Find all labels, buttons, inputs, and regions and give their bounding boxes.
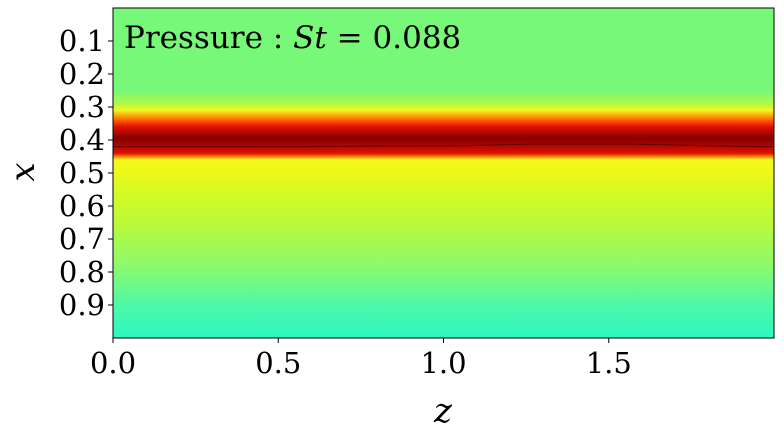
y-tick-label: 0.2 (59, 57, 105, 91)
x-tick-label: 0.0 (90, 346, 136, 380)
title-symbol: St (293, 20, 327, 56)
y-tick-label: 0.5 (59, 156, 105, 190)
y-tick-label: 0.4 (59, 123, 105, 157)
y-tick-label: 0.7 (59, 222, 105, 256)
chart-title: Pressure : St = 0.088 (124, 20, 461, 56)
plot-area (113, 8, 774, 338)
title-value: 0.088 (373, 20, 462, 56)
title-prefix: Pressure : (124, 20, 293, 56)
pressure-band-lower-edge (113, 143, 774, 148)
y-tick-label: 0.1 (59, 24, 105, 58)
x-axis-label: z (433, 391, 453, 431)
pressure-field (113, 8, 774, 338)
x-axis: 0.0 0.5 1.0 1.5 (90, 338, 632, 380)
y-tick-label: 0.6 (59, 189, 105, 223)
x-tick-label: 1.5 (586, 346, 632, 380)
y-axis-label: x (3, 162, 43, 181)
y-axis: 0.10.20.30.40.50.60.70.80.9 (59, 24, 113, 322)
y-tick-label: 0.3 (59, 90, 105, 124)
y-tick-label: 0.9 (59, 288, 105, 322)
x-tick-label: 1.0 (420, 346, 466, 380)
x-tick-label: 0.5 (255, 346, 301, 380)
title-equals: = (327, 20, 373, 56)
y-tick-label: 0.8 (59, 255, 105, 289)
